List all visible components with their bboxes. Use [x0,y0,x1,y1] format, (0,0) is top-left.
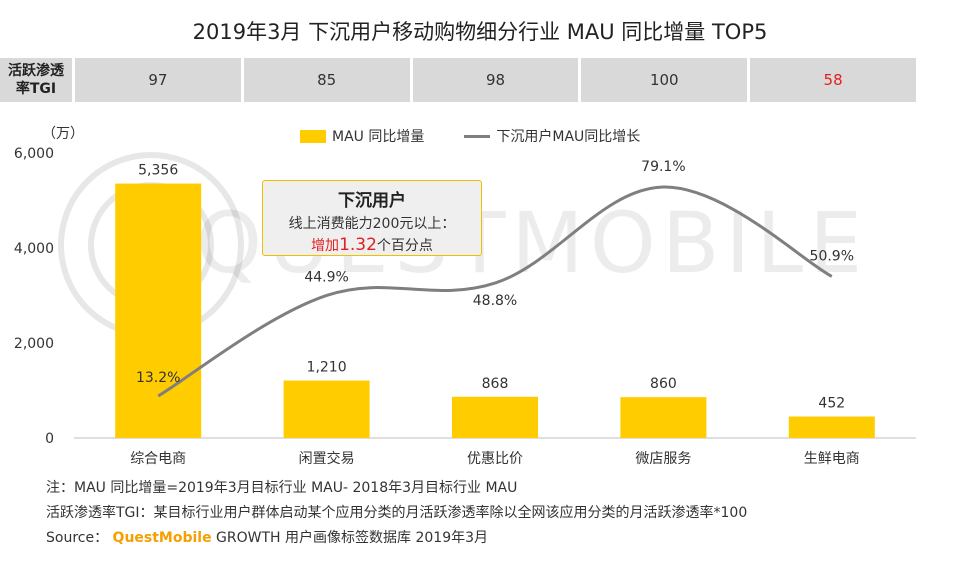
bar [115,183,202,438]
source-line: Source： QuestMobile GROWTH 用户画像标签数据库 201… [46,526,747,551]
y-tick-label: 2,000 [14,336,54,352]
tgi-value-5: 58 [750,58,916,102]
callout-number: 1.32 [339,235,377,255]
tgi-label: 活跃渗透 率TGI [0,58,72,102]
tgi-label-line1: 活跃渗透 [8,63,64,79]
tgi-label-line2: 率TGI [15,81,57,97]
x-tick-label: 微店服务 [635,451,691,467]
tgi-row: 活跃渗透 率TGI 97 85 98 100 58 [0,58,916,102]
legend-line-label: 下沉用户MAU同比增长 [496,129,641,145]
bar [788,416,875,438]
chart-title: 2019年3月 下沉用户移动购物细分行业 MAU 同比增量 TOP5 [192,20,768,44]
bar-value-label: 868 [482,376,509,392]
legend-line-swatch [464,134,491,138]
y-axis-unit: （万） [42,126,84,142]
callout-box: 下沉用户 线上消费能力200元以上： 增加1.32个百分点 [262,180,482,256]
y-tick-label: 4,000 [14,241,54,257]
legend: MAU 同比增量 下沉用户MAU同比增长 [300,126,640,146]
notes: 注：MAU 同比增量=2019年3月目标行业 MAU- 2018年3月目标行业 … [46,476,747,551]
note-tgi: 活跃渗透率TGI：某目标行业用户群体启动某个应用分类的月活跃渗透率除以全网该应用… [46,505,748,521]
bar [283,380,370,438]
y-tick-label: 0 [45,431,54,447]
bar-value-label: 1,210 [307,360,347,376]
x-tick-label: 综合电商 [130,451,186,467]
tgi-value-4: 100 [581,58,748,102]
bar-value-label: 452 [818,396,845,412]
bar-value-label: 5,356 [138,163,178,179]
line-value-label: 50.9% [810,248,854,264]
source-suffix: GROWTH 用户画像标签数据库 2019年3月 [211,530,489,546]
callout-line2: 增加1.32个百分点 [263,235,481,255]
callout-line1: 线上消费能力200元以上： [288,216,456,232]
bar-value-label: 860 [650,376,677,392]
growth-line [157,185,833,398]
tgi-value-2: 85 [243,58,410,102]
line-value-label: 79.1% [641,159,685,175]
bar [452,396,538,438]
x-tick-label: 闲置交易 [299,450,355,467]
line-value-label: 13.2% [136,370,180,386]
source-prefix: Source： [46,530,109,546]
x-tick-label: 生鲜电商 [804,451,860,467]
source-brand: QuestMobile [112,530,212,546]
callout-suffix: 个百分点 [376,238,433,254]
legend-bar-swatch [300,129,326,143]
line-value-label: 44.9% [304,269,348,285]
note-mau: 注：MAU 同比增量=2019年3月目标行业 MAU- 2018年3月目标行业 … [46,480,518,496]
line-value-label: 48.8% [473,293,517,309]
legend-bar-label: MAU 同比增量 [332,129,425,145]
tgi-value-1: 97 [75,58,241,102]
y-tick-label: 6,000 [14,146,54,162]
tgi-value-3: 98 [412,58,579,102]
bar [620,397,707,438]
x-tick-label: 优惠比价 [467,451,523,467]
callout-prefix: 增加 [311,238,340,254]
callout-title: 下沉用户 [338,191,406,211]
